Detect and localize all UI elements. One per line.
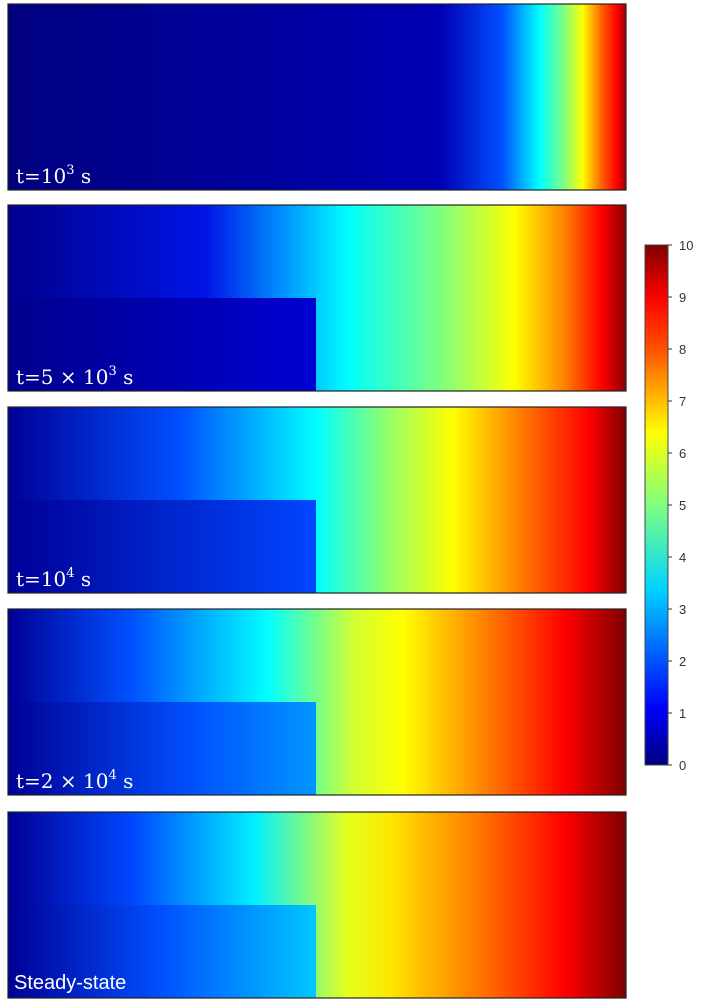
colorbar-tick-label: 6 — [679, 446, 686, 461]
colorbar: 0 1 2 3 4 5 6 7 8 9 10 — [644, 238, 693, 773]
panel-2-border — [7, 204, 627, 392]
colorbar-gradient — [644, 244, 669, 766]
panel-4-lower-left-region — [8, 702, 316, 795]
panel-5-lower-left-region — [8, 905, 316, 998]
colorbar-ticks: 0 1 2 3 4 5 6 7 8 9 10 — [668, 238, 693, 773]
panel-4-border — [7, 608, 627, 796]
heatmap-panel-1: t=103 s — [7, 3, 627, 191]
heatmap-panel-5: Steady-state — [7, 811, 627, 999]
panel-5-border — [7, 811, 627, 999]
panel-1-field — [8, 4, 626, 190]
colorbar-tick-label: 3 — [679, 602, 686, 617]
colorbar-tick-label: 8 — [679, 342, 686, 357]
panel-1-border — [7, 3, 627, 191]
colorbar-tick-label: 5 — [679, 498, 686, 513]
colorbar-tick-label: 1 — [679, 706, 686, 721]
panel-2-lower-left-region — [8, 298, 316, 391]
colorbar-tick-label: 2 — [679, 654, 686, 669]
colorbar-tick-label: 10 — [679, 238, 693, 253]
panel-4-label: t=2 × 104 s — [16, 768, 133, 793]
panel-1-label: t=103 s — [16, 163, 91, 188]
colorbar-tick-label: 0 — [679, 758, 686, 773]
colorbar-tick-label: 7 — [679, 394, 686, 409]
panel-3-label: t=104 s — [16, 566, 91, 591]
heatmap-panel-4: t=2 × 104 s — [7, 608, 627, 796]
heatmap-panel-2: t=5 × 103 s — [7, 204, 627, 392]
panel-5-label: Steady-state — [14, 972, 126, 994]
panel-3-lower-left-region — [8, 500, 316, 593]
panel-2-label: t=5 × 103 s — [16, 364, 133, 389]
colorbar-tick-label: 9 — [679, 290, 686, 305]
panel-3-border — [7, 406, 627, 594]
heatmap-panel-3: t=104 s — [7, 406, 627, 594]
colorbar-tick-label: 4 — [679, 550, 686, 565]
